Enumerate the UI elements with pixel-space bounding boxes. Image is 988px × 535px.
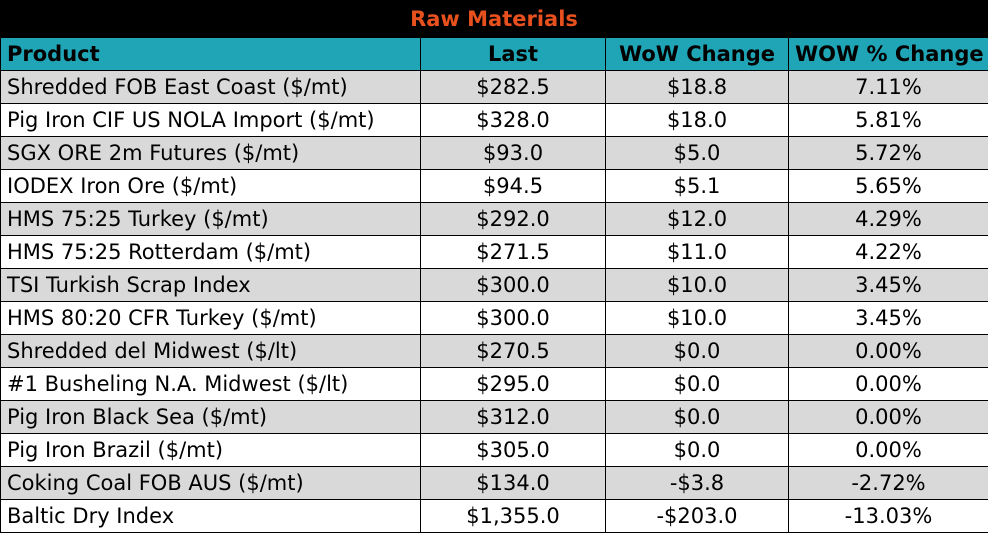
table-row: Shredded FOB East Coast ($/mt) $282.5 $1… bbox=[0, 70, 988, 104]
product-cell: Pig Iron Black Sea ($/mt) bbox=[0, 400, 421, 434]
wow-change-cell: $0.0 bbox=[605, 433, 789, 467]
product-cell: Coking Coal FOB AUS ($/mt) bbox=[0, 466, 421, 500]
wow-pct-cell: 5.81% bbox=[788, 103, 988, 137]
product-cell: HMS 75:25 Rotterdam ($/mt) bbox=[0, 235, 421, 269]
last-cell: $282.5 bbox=[420, 70, 606, 104]
table-row: IODEX Iron Ore ($/mt) $94.5 $5.1 5.65% bbox=[0, 169, 988, 203]
last-cell: $295.0 bbox=[420, 367, 606, 401]
wow-pct-cell: 5.65% bbox=[788, 169, 988, 203]
wow-pct-cell: 5.72% bbox=[788, 136, 988, 170]
table-row: HMS 75:25 Rotterdam ($/mt) $271.5 $11.0 … bbox=[0, 235, 988, 269]
wow-pct-cell: 0.00% bbox=[788, 334, 988, 368]
wow-pct-cell: -2.72% bbox=[788, 466, 988, 500]
table-row: Pig Iron Brazil ($/mt) $305.0 $0.0 0.00% bbox=[0, 433, 988, 467]
wow-pct-cell: 0.00% bbox=[788, 367, 988, 401]
last-cell: $300.0 bbox=[420, 268, 606, 302]
product-cell: TSI Turkish Scrap Index bbox=[0, 268, 421, 302]
last-cell: $305.0 bbox=[420, 433, 606, 467]
wow-change-cell: $10.0 bbox=[605, 301, 789, 335]
wow-pct-cell: 3.45% bbox=[788, 268, 988, 302]
table-row: TSI Turkish Scrap Index $300.0 $10.0 3.4… bbox=[0, 268, 988, 302]
wow-change-cell: $0.0 bbox=[605, 367, 789, 401]
wow-change-cell: $5.1 bbox=[605, 169, 789, 203]
table-row: Baltic Dry Index $1,355.0 -$203.0 -13.03… bbox=[0, 499, 988, 533]
product-cell: IODEX Iron Ore ($/mt) bbox=[0, 169, 421, 203]
table-row: Pig Iron CIF US NOLA Import ($/mt) $328.… bbox=[0, 103, 988, 137]
wow-change-cell: $18.8 bbox=[605, 70, 789, 104]
wow-pct-cell: 0.00% bbox=[788, 433, 988, 467]
wow-pct-cell: 4.29% bbox=[788, 202, 988, 236]
product-cell: Baltic Dry Index bbox=[0, 499, 421, 533]
wow-change-cell: $0.0 bbox=[605, 400, 789, 434]
wow-change-cell: $11.0 bbox=[605, 235, 789, 269]
wow-change-cell: $5.0 bbox=[605, 136, 789, 170]
last-cell: $328.0 bbox=[420, 103, 606, 137]
product-cell: Pig Iron Brazil ($/mt) bbox=[0, 433, 421, 467]
last-cell: $1,355.0 bbox=[420, 499, 606, 533]
header-product: Product bbox=[0, 37, 421, 71]
last-cell: $312.0 bbox=[420, 400, 606, 434]
product-cell: Shredded FOB East Coast ($/mt) bbox=[0, 70, 421, 104]
header-wow-change: WoW Change bbox=[605, 37, 789, 71]
product-cell: SGX ORE 2m Futures ($/mt) bbox=[0, 136, 421, 170]
table-row: #1 Busheling N.A. Midwest ($/lt) $295.0 … bbox=[0, 367, 988, 401]
last-cell: $292.0 bbox=[420, 202, 606, 236]
wow-pct-cell: 4.22% bbox=[788, 235, 988, 269]
product-cell: #1 Busheling N.A. Midwest ($/lt) bbox=[0, 367, 421, 401]
last-cell: $271.5 bbox=[420, 235, 606, 269]
table-row: HMS 75:25 Turkey ($/mt) $292.0 $12.0 4.2… bbox=[0, 202, 988, 236]
wow-pct-cell: -13.03% bbox=[788, 499, 988, 533]
table-row: Coking Coal FOB AUS ($/mt) $134.0 -$3.8 … bbox=[0, 466, 988, 500]
raw-materials-table: Product Last WoW Change WOW % Change Shr… bbox=[0, 37, 988, 533]
product-cell: Pig Iron CIF US NOLA Import ($/mt) bbox=[0, 103, 421, 137]
table-row: Shredded del Midwest ($/lt) $270.5 $0.0 … bbox=[0, 334, 988, 368]
wow-pct-cell: 7.11% bbox=[788, 70, 988, 104]
table-title: Raw Materials bbox=[0, 0, 988, 37]
product-cell: Shredded del Midwest ($/lt) bbox=[0, 334, 421, 368]
last-cell: $134.0 bbox=[420, 466, 606, 500]
last-cell: $270.5 bbox=[420, 334, 606, 368]
wow-change-cell: $10.0 bbox=[605, 268, 789, 302]
wow-change-cell: $0.0 bbox=[605, 334, 789, 368]
wow-pct-cell: 0.00% bbox=[788, 400, 988, 434]
wow-change-cell: -$3.8 bbox=[605, 466, 789, 500]
wow-pct-cell: 3.45% bbox=[788, 301, 988, 335]
table-row: HMS 80:20 CFR Turkey ($/mt) $300.0 $10.0… bbox=[0, 301, 988, 335]
header-wow-pct-change: WOW % Change bbox=[788, 37, 988, 71]
wow-change-cell: $18.0 bbox=[605, 103, 789, 137]
product-cell: HMS 80:20 CFR Turkey ($/mt) bbox=[0, 301, 421, 335]
wow-change-cell: -$203.0 bbox=[605, 499, 789, 533]
table-row: SGX ORE 2m Futures ($/mt) $93.0 $5.0 5.7… bbox=[0, 136, 988, 170]
table-row: Pig Iron Black Sea ($/mt) $312.0 $0.0 0.… bbox=[0, 400, 988, 434]
header-last: Last bbox=[420, 37, 606, 71]
last-cell: $94.5 bbox=[420, 169, 606, 203]
last-cell: $93.0 bbox=[420, 136, 606, 170]
wow-change-cell: $12.0 bbox=[605, 202, 789, 236]
last-cell: $300.0 bbox=[420, 301, 606, 335]
header-row: Product Last WoW Change WOW % Change bbox=[0, 37, 988, 71]
product-cell: HMS 75:25 Turkey ($/mt) bbox=[0, 202, 421, 236]
